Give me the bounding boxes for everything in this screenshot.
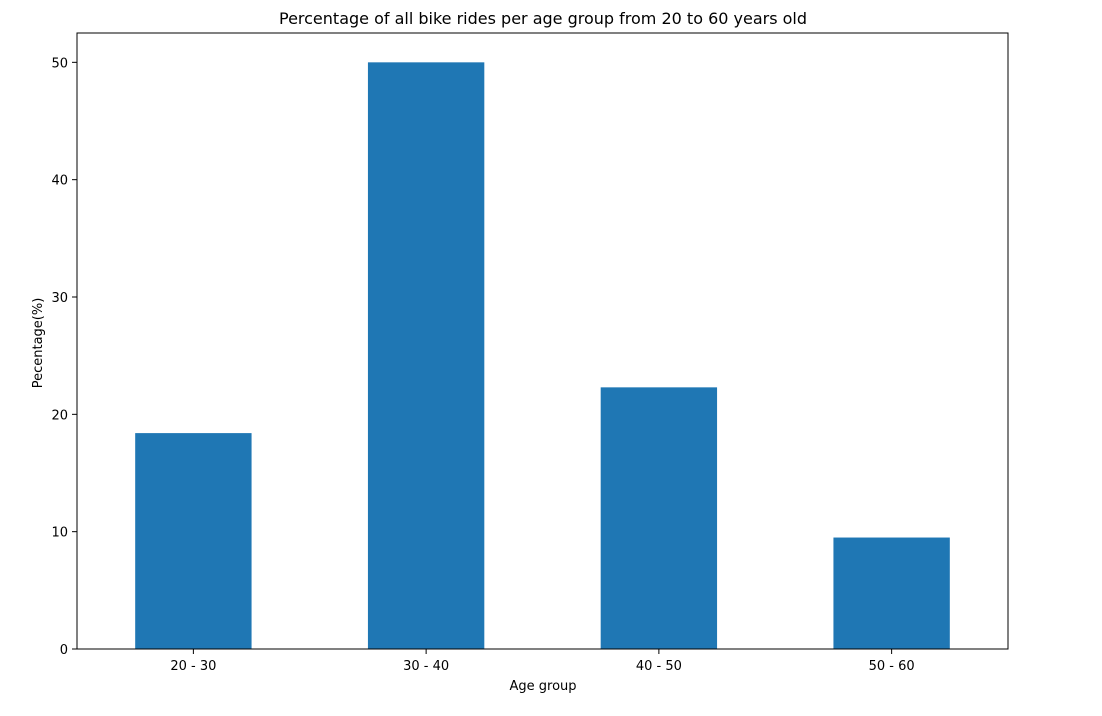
y-tick-label: 0 [60, 643, 68, 658]
y-axis-label: Pecentage(%) [31, 298, 46, 389]
y-tick-label: 30 [51, 291, 68, 306]
bar-40-50 [600, 387, 718, 649]
plot-frame [76, 32, 1009, 650]
x-axis-ticks: 20 - 30 30 - 40 40 - 50 50 - 60 [170, 649, 915, 674]
y-tick-label: 20 [51, 408, 68, 423]
plot-area: 0 10 20 30 40 50 20 - 30 30 - 40 40 - 50 50 - 60 [51, 32, 1009, 674]
y-tick-label: 40 [51, 174, 68, 189]
bar-50-60 [833, 537, 950, 649]
y-tick-label: 10 [51, 526, 68, 541]
x-tick-label: 50 - 60 [869, 659, 915, 674]
bar-30-40 [367, 62, 485, 650]
x-tick-label: 30 - 40 [403, 659, 449, 674]
chart-title: Percentage of all bike rides per age gro… [279, 9, 807, 28]
y-tick-label: 50 [51, 56, 68, 71]
x-axis-label: Age group [509, 679, 576, 694]
bars-group [135, 62, 950, 650]
y-axis-ticks: 0 10 20 30 40 50 [51, 56, 77, 658]
bar-20-30 [135, 433, 252, 649]
x-tick-label: 20 - 30 [170, 659, 216, 674]
x-tick-label: 40 - 50 [636, 659, 682, 674]
